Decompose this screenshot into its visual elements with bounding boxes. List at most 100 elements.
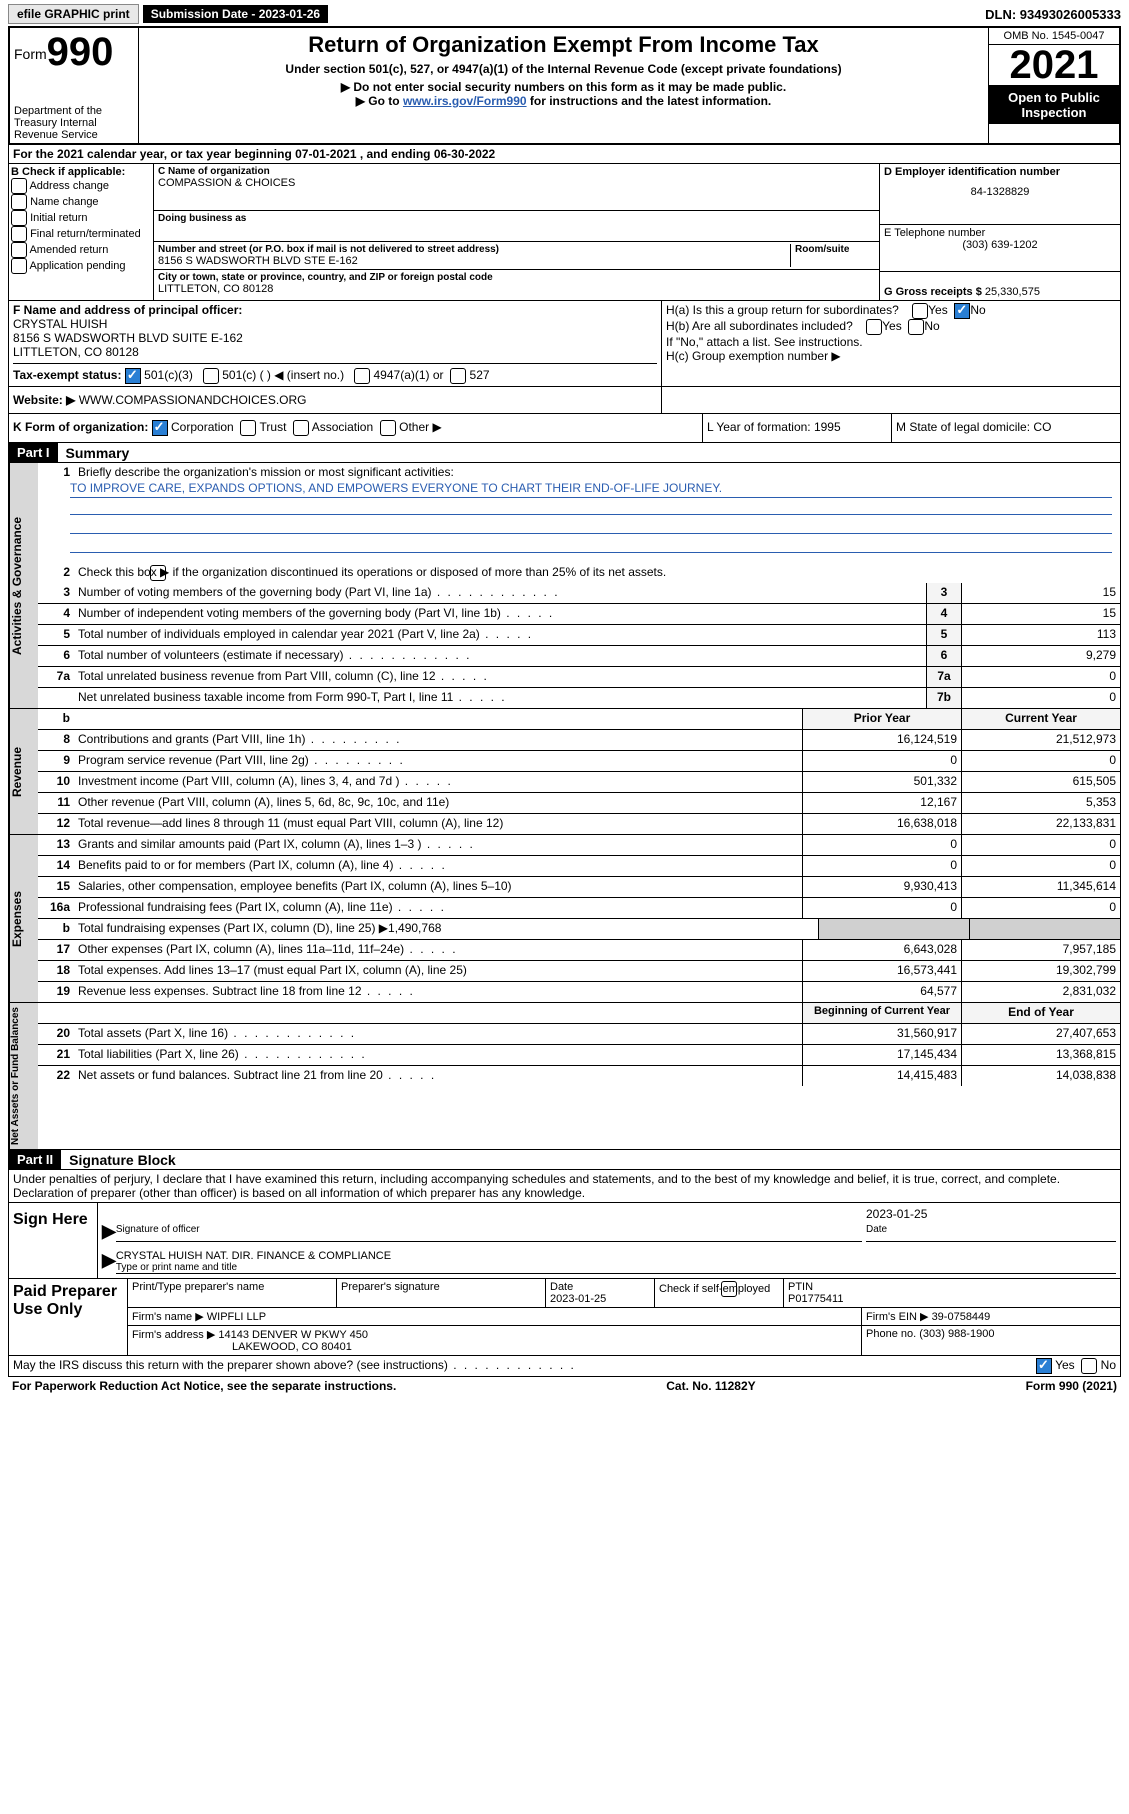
vtab-revenue: Revenue — [9, 709, 38, 834]
line4-val: 15 — [961, 604, 1120, 624]
chk-assoc[interactable] — [293, 420, 309, 436]
line17-prior: 6,643,028 — [802, 940, 961, 960]
line14-desc: Benefits paid to or for members (Part IX… — [74, 856, 802, 876]
prep-date-label: Date — [550, 1281, 573, 1293]
irs-link[interactable]: www.irs.gov/Form990 — [403, 94, 527, 108]
line7a-val: 0 — [961, 667, 1120, 687]
line10-prior: 501,332 — [802, 772, 961, 792]
firm-ein: 39-0758449 — [932, 1311, 991, 1323]
chk-discuss-yes[interactable] — [1036, 1358, 1052, 1374]
line16a-prior: 0 — [802, 898, 961, 918]
vtab-net: Net Assets or Fund Balances — [9, 1003, 38, 1149]
row-j-website: Website: ▶ WWW.COMPASSIONANDCHOICES.ORG — [8, 387, 1121, 414]
chk-ha-no[interactable] — [954, 303, 970, 319]
section-expenses: Expenses 13 Grants and similar amounts p… — [8, 835, 1121, 1003]
line9-curr: 0 — [961, 751, 1120, 771]
line20-desc: Total assets (Part X, line 16) — [74, 1024, 802, 1044]
line3-val: 15 — [961, 583, 1120, 603]
chk-trust[interactable] — [240, 420, 256, 436]
ha-label: H(a) Is this a group return for subordin… — [666, 303, 1116, 319]
line15-desc: Salaries, other compensation, employee b… — [74, 877, 802, 897]
line6-desc: Total number of volunteers (estimate if … — [74, 646, 926, 666]
section-identity: B Check if applicable: Address change Na… — [8, 164, 1121, 301]
tax-exempt-label: Tax-exempt status: — [13, 368, 121, 382]
line10-curr: 615,505 — [961, 772, 1120, 792]
submission-date: Submission Date - 2023-01-26 — [143, 5, 328, 23]
hb-label: H(b) Are all subordinates included? Yes … — [666, 319, 1116, 335]
chk-other[interactable] — [380, 420, 396, 436]
line22-begin: 14,415,483 — [802, 1066, 961, 1086]
line15-curr: 11,345,614 — [961, 877, 1120, 897]
firm-addr1: 14143 DENVER W PKWY 450 — [218, 1329, 368, 1341]
line18-curr: 19,302,799 — [961, 961, 1120, 981]
paid-preparer: Paid Preparer Use Only Print/Type prepar… — [9, 1278, 1120, 1355]
line7a-desc: Total unrelated business revenue from Pa… — [74, 667, 926, 687]
state-domicile: M State of legal domicile: CO — [892, 414, 1120, 442]
dept-treasury: Department of the Treasury Internal Reve… — [14, 105, 134, 141]
sig-date: 2023-01-25 — [866, 1207, 1116, 1221]
form-number: Form990 — [14, 30, 134, 75]
firm-addr-label: Firm's address ▶ — [132, 1329, 215, 1341]
perjury-text: Under penalties of perjury, I declare th… — [9, 1170, 1120, 1202]
print-name-label: Print/Type preparer's name — [128, 1279, 337, 1307]
chk-address-change[interactable]: Address change — [11, 178, 151, 194]
chk-hb-yes[interactable] — [866, 319, 882, 335]
paid-preparer-label: Paid Preparer Use Only — [9, 1279, 127, 1355]
line8-prior: 16,124,519 — [802, 730, 961, 750]
chk-501c3[interactable] — [125, 368, 141, 384]
efile-button[interactable]: efile GRAPHIC print — [8, 4, 139, 24]
phone-value: (303) 639-1202 — [884, 239, 1116, 251]
line10-desc: Investment income (Part VIII, column (A)… — [74, 772, 802, 792]
chk-initial-return[interactable]: Initial return — [11, 210, 151, 226]
mission-text: TO IMPROVE CARE, EXPANDS OPTIONS, AND EM… — [70, 481, 1112, 498]
chk-4947[interactable] — [354, 368, 370, 384]
line17-desc: Other expenses (Part IX, column (A), lin… — [74, 940, 802, 960]
tax-year: 2021 — [989, 45, 1119, 86]
room-label: Room/suite — [795, 244, 875, 255]
line16b-desc: Total fundraising expenses (Part IX, col… — [74, 919, 818, 939]
city-label: City or town, state or province, country… — [158, 272, 875, 283]
chk-name-change[interactable]: Name change — [11, 194, 151, 210]
hb-note: If "No," attach a list. See instructions… — [666, 335, 1116, 349]
line11-curr: 5,353 — [961, 793, 1120, 813]
ein-value: 84-1328829 — [884, 186, 1116, 198]
part-i-header: Part I Summary — [8, 443, 1121, 463]
line-a-tax-year: For the 2021 calendar year, or tax year … — [8, 145, 1121, 164]
chk-self-employed[interactable] — [721, 1281, 737, 1297]
chk-app-pending[interactable]: Application pending — [11, 258, 151, 274]
line9-desc: Program service revenue (Part VIII, line… — [74, 751, 802, 771]
officer-name: CRYSTAL HUISH — [13, 317, 657, 331]
line21-desc: Total liabilities (Part X, line 26) — [74, 1045, 802, 1065]
line4-desc: Number of independent voting members of … — [74, 604, 926, 624]
chk-527[interactable] — [450, 368, 466, 384]
chk-corp[interactable] — [152, 420, 168, 436]
phone-label: E Telephone number — [884, 227, 1116, 239]
line12-curr: 22,133,831 — [961, 814, 1120, 834]
ptin-value: P01775411 — [788, 1293, 843, 1305]
chk-final-return[interactable]: Final return/terminated — [11, 226, 151, 242]
b-label: B Check if applicable: — [11, 166, 151, 178]
open-public-badge: Open to Public Inspection — [989, 86, 1119, 124]
line18-prior: 16,573,441 — [802, 961, 961, 981]
dln-label: DLN: 93493026005333 — [985, 7, 1121, 22]
gross-receipts-label: G Gross receipts $ — [884, 286, 982, 298]
line16a-desc: Professional fundraising fees (Part IX, … — [74, 898, 802, 918]
year-formation: L Year of formation: 1995 — [703, 414, 892, 442]
ptin-label: PTIN — [788, 1281, 813, 1293]
website-value: WWW.COMPASSIONANDCHOICES.ORG — [79, 393, 307, 407]
line19-desc: Revenue less expenses. Subtract line 18 … — [74, 982, 802, 1002]
chk-ha-yes[interactable] — [912, 303, 928, 319]
chk-discuss-no[interactable] — [1081, 1358, 1097, 1374]
line21-begin: 17,145,434 — [802, 1045, 961, 1065]
type-name-label: Type or print name and title — [116, 1262, 1116, 1273]
line13-desc: Grants and similar amounts paid (Part IX… — [74, 835, 802, 855]
line14-curr: 0 — [961, 856, 1120, 876]
chk-hb-no[interactable] — [908, 319, 924, 335]
line19-curr: 2,831,032 — [961, 982, 1120, 1002]
line22-end: 14,038,838 — [961, 1066, 1120, 1086]
line17-curr: 7,957,185 — [961, 940, 1120, 960]
end-year-hdr: End of Year — [961, 1003, 1120, 1023]
chk-501c[interactable] — [203, 368, 219, 384]
chk-amended[interactable]: Amended return — [11, 242, 151, 258]
line15-prior: 9,930,413 — [802, 877, 961, 897]
